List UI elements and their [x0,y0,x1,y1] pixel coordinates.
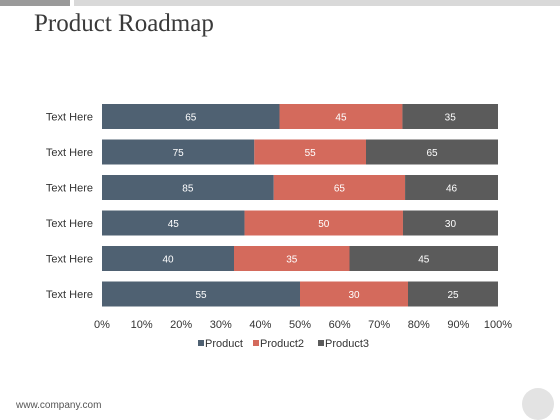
bar-segment [102,281,300,307]
category-label: Text Here [46,254,93,266]
bar-segment [102,175,274,200]
data-label: 75 [173,148,185,159]
bar-segment [349,246,498,271]
category-label: Text Here [46,218,93,230]
category-label: Text Here [46,289,93,301]
bar-segment [405,175,498,200]
data-label: 50 [318,219,330,230]
x-tick-label: 80% [408,319,430,331]
x-tick-label: 20% [170,319,192,331]
legend-swatch [318,340,324,346]
bar-segment [402,104,498,129]
bar-segment [408,281,498,307]
category-label: Text Here [46,112,93,124]
data-label: 35 [286,255,298,266]
top-accent-segment-light [74,0,560,6]
data-label: 55 [195,290,207,301]
x-tick-label: 40% [249,319,271,331]
x-tick-label: 100% [484,319,512,331]
data-label: 45 [335,113,347,124]
legend-swatch [253,340,259,346]
bar-segment [244,210,403,236]
data-label: 65 [426,148,438,159]
data-label: 65 [334,184,346,195]
category-label: Text Here [46,183,93,195]
bar-segment [402,210,498,236]
footer-url: www.company.com [16,400,102,411]
data-label: 65 [185,113,197,124]
top-accent-bar [0,0,560,6]
data-label: 85 [182,184,194,195]
x-tick-label: 30% [210,319,232,331]
data-label: 46 [446,184,458,195]
x-tick-label: 90% [447,319,469,331]
data-label: 45 [168,219,180,230]
bar-segment [254,139,366,165]
bar-segment [102,210,245,236]
data-label: 55 [305,148,317,159]
legend-swatch [198,340,204,346]
top-accent-segment-dark [0,0,70,6]
bar-segment [300,281,408,307]
legend-label: Product2 [260,338,304,350]
data-label: 30 [445,219,457,230]
x-tick-label: 10% [131,319,153,331]
bar-segment [273,175,406,200]
data-label: 30 [348,290,360,301]
bar-segment [102,104,280,129]
x-tick-label: 50% [289,319,311,331]
bar-segment [279,104,403,129]
data-label: 45 [418,255,430,266]
corner-decoration [522,388,554,420]
data-label: 25 [447,290,459,301]
legend-label: Product [205,338,243,350]
page-title: Product Roadmap [34,10,214,37]
x-tick-label: 60% [329,319,351,331]
data-label: 40 [162,255,174,266]
x-tick-label: 0% [94,319,110,331]
bar-segment [102,246,234,271]
data-label: 35 [445,113,457,124]
bar-segment [234,246,350,271]
bar-segment [366,139,498,165]
legend-label: Product3 [325,338,369,350]
bar-segment [102,139,255,165]
x-tick-label: 70% [368,319,390,331]
category-label: Text Here [46,147,93,159]
